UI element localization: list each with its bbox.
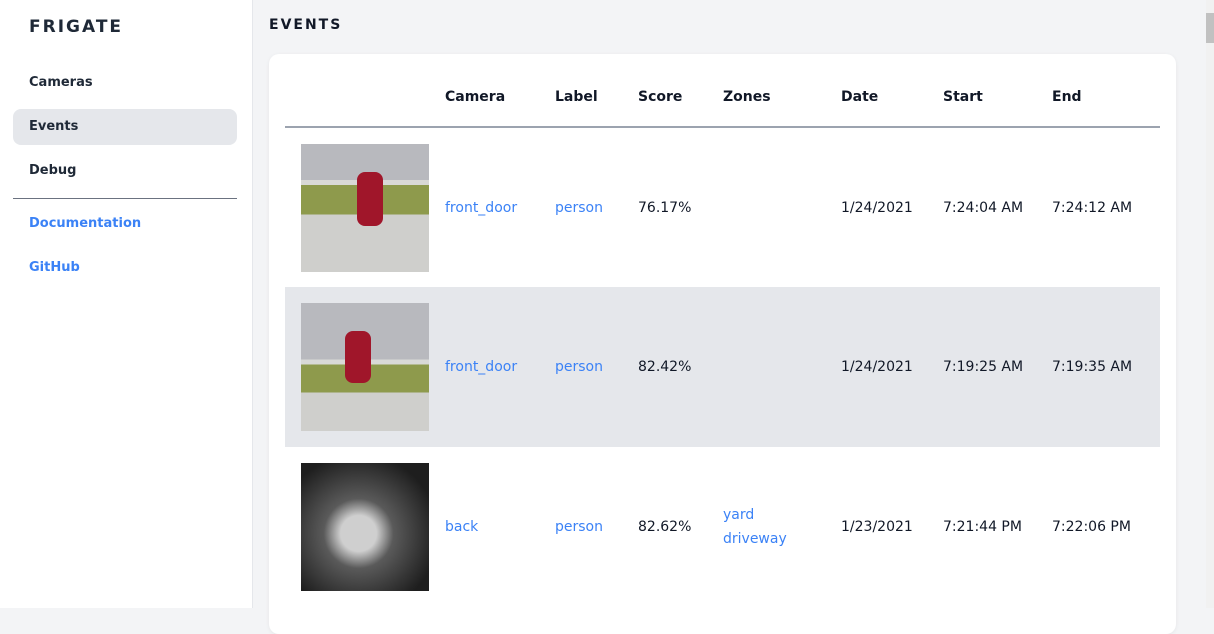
events-table: Camera Label Score Zones Date Start End … <box>285 54 1160 607</box>
score: 82.62% <box>638 519 692 535</box>
end-time: 7:19:35 AM <box>1052 287 1160 447</box>
start-time: 7:21:44 PM <box>943 519 1022 535</box>
events-card: Camera Label Score Zones Date Start End … <box>269 54 1176 634</box>
header-score: Score <box>638 54 723 128</box>
end-time: 7:22:06 PM <box>1052 519 1131 535</box>
header-end: End <box>1052 54 1160 128</box>
zone-link[interactable]: driveway <box>723 531 787 547</box>
scrollbar[interactable] <box>1206 0 1214 608</box>
sidebar-item-events[interactable]: Events <box>13 109 237 145</box>
camera-link[interactable]: back <box>445 519 479 535</box>
zones <box>723 287 841 447</box>
table-row[interactable]: front_door person 76.17% 1/24/2021 7:24:… <box>285 127 1160 287</box>
sidebar-item-cameras[interactable]: Cameras <box>29 75 93 90</box>
score: 76.17% <box>638 199 692 216</box>
date: 1/23/2021 <box>841 519 913 535</box>
score: 82.42% <box>638 287 723 447</box>
event-thumbnail[interactable] <box>301 143 429 272</box>
sidebar-item-debug[interactable]: Debug <box>29 163 77 178</box>
header-start: Start <box>943 54 1052 128</box>
header-camera: Camera <box>445 54 555 128</box>
camera-link[interactable]: front_door <box>445 199 518 216</box>
scrollbar-thumb[interactable] <box>1206 13 1214 43</box>
table-row[interactable]: front_door person 82.42% 1/24/2021 7:19:… <box>285 287 1160 447</box>
label-link[interactable]: person <box>555 199 603 216</box>
zones <box>723 127 841 287</box>
start-time: 7:24:04 AM <box>943 199 1024 216</box>
app-logo: FRIGATE <box>29 17 124 37</box>
sidebar: FRIGATE Cameras Events Debug Documentati… <box>0 0 253 608</box>
header-thumbnail <box>285 54 445 128</box>
sidebar-divider <box>13 198 237 199</box>
table-row[interactable]: back person 82.62% yard driveway 1/23/202… <box>285 447 1160 607</box>
camera-link[interactable]: front_door <box>445 359 518 375</box>
header-date: Date <box>841 54 943 128</box>
event-thumbnail[interactable] <box>301 463 429 591</box>
zone-link[interactable]: yard <box>723 507 755 523</box>
event-thumbnail[interactable] <box>301 303 429 431</box>
label-link[interactable]: person <box>555 359 603 375</box>
date: 1/24/2021 <box>841 287 943 447</box>
start-time: 7:19:25 AM <box>943 287 1052 447</box>
end-time: 7:24:12 AM <box>1052 199 1133 216</box>
link-github[interactable]: GitHub <box>29 260 80 275</box>
date: 1/24/2021 <box>841 199 913 216</box>
header-zones: Zones <box>723 54 841 128</box>
header-label: Label <box>555 54 638 128</box>
label-link[interactable]: person <box>555 519 603 535</box>
page-title: EVENTS <box>269 17 343 33</box>
link-documentation[interactable]: Documentation <box>29 216 142 231</box>
